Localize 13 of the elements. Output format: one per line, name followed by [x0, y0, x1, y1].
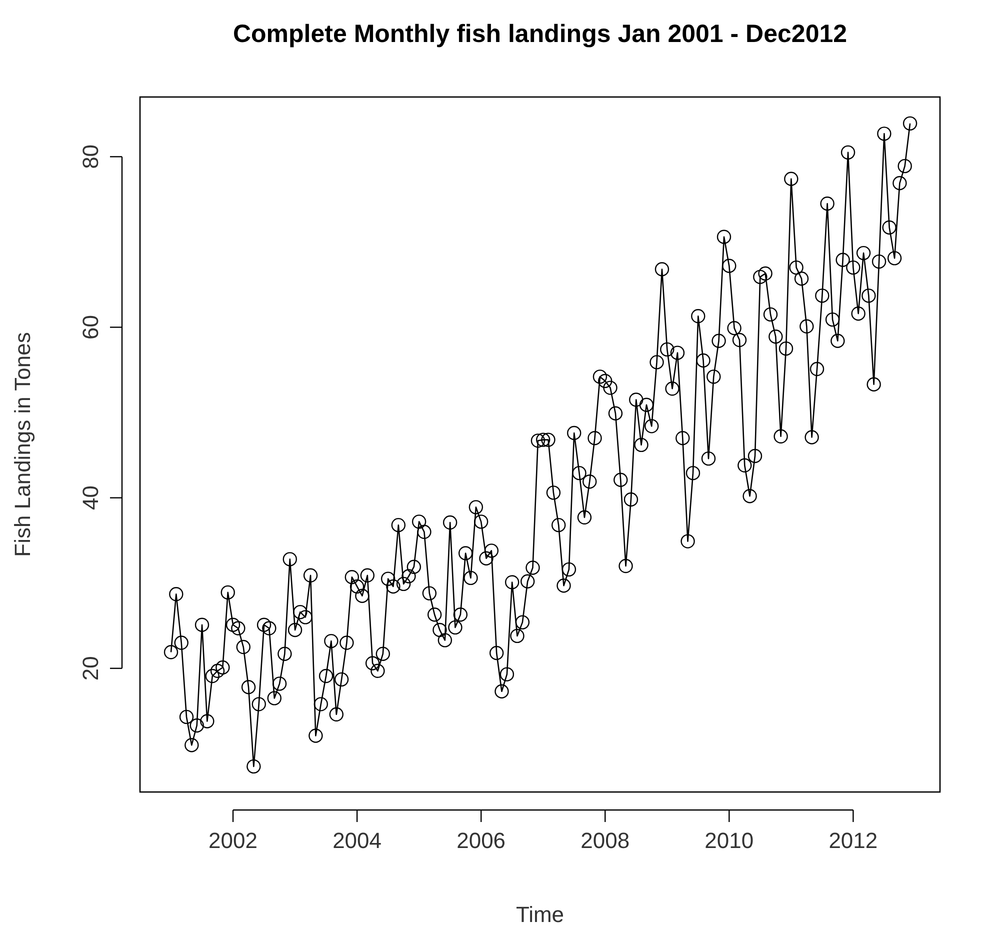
x-axis-title: Time	[516, 902, 564, 927]
x-tick-label: 2012	[828, 828, 878, 853]
y-tick-label: 60	[78, 315, 103, 340]
x-tick-label: 2008	[580, 828, 630, 853]
y-tick-label: 20	[78, 656, 103, 681]
x-tick-label: 2006	[456, 828, 506, 853]
x-tick-label: 2002	[208, 828, 258, 853]
x-tick-label: 2010	[704, 828, 754, 853]
chart-title: Complete Monthly fish landings Jan 2001 - Dec2012	[232, 20, 848, 48]
x-tick-label: 2004	[332, 828, 382, 853]
y-tick-label: 40	[78, 486, 103, 510]
y-axis-title: Fish Landings in Tones	[10, 332, 35, 557]
y-tick-label: 80	[78, 144, 103, 169]
